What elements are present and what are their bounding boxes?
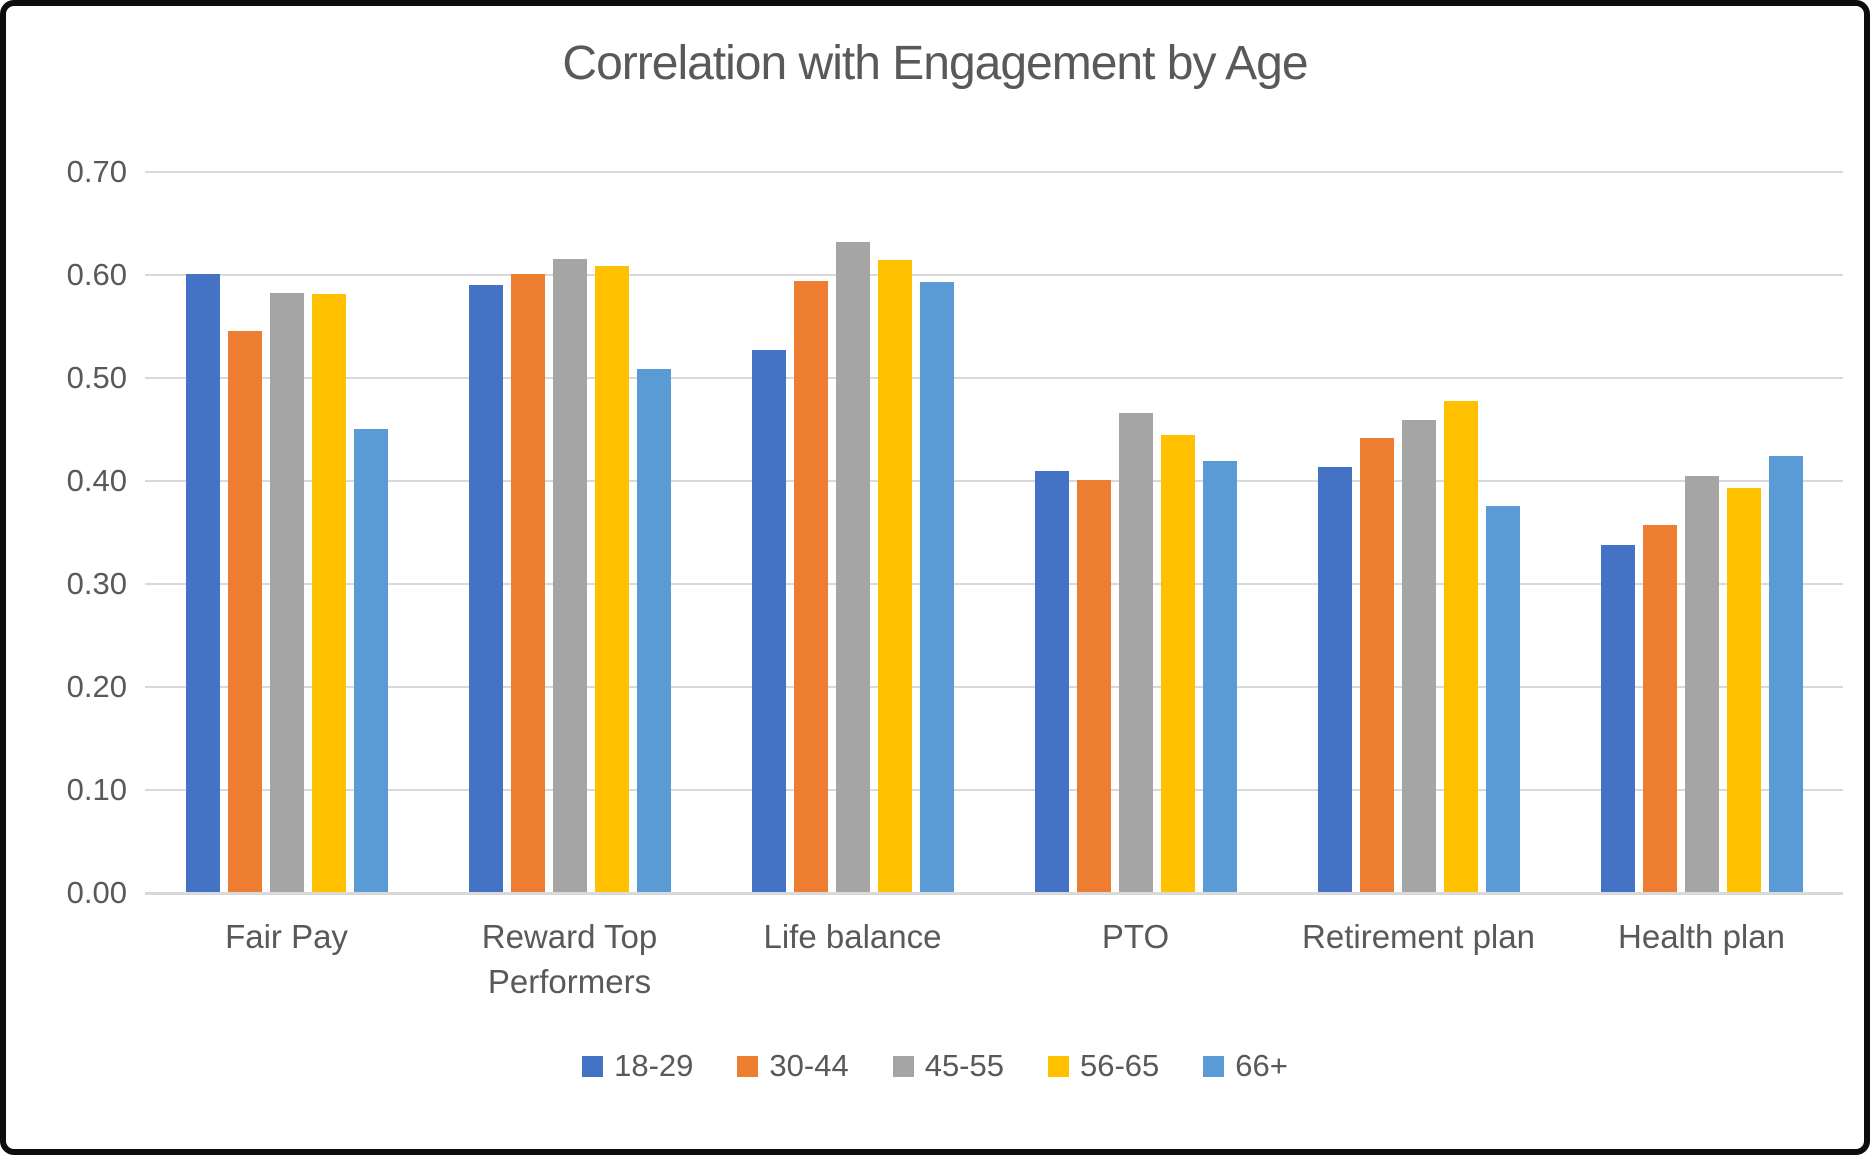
bar-30-44-pto [1076,480,1111,893]
y-tick-label: 0.40 [66,463,127,498]
y-tick-label: 0.60 [66,257,127,292]
y-tick-label: 0.00 [66,875,127,910]
bar-66+-reward-top-performers [636,369,671,893]
bar-18-29-retirement-plan [1317,467,1352,893]
legend: 18-29 30-44 45-55 56-65 66+ [0,1048,1870,1084]
legend-item-45-55: 45-55 [892,1048,1004,1084]
y-tick-label: 0.70 [66,154,127,189]
gridline [145,171,1843,173]
x-category-label: Fair Pay [225,918,348,955]
bar-group-life-balance [751,172,954,893]
gridline [145,789,1843,791]
bar-66+-health-plan [1768,456,1803,893]
bar-18-29-fair-pay [185,274,220,893]
bar-30-44-fair-pay [227,331,262,893]
bar-45-55-reward-top-performers [552,259,587,893]
legend-item-30-44: 30-44 [737,1048,849,1084]
bar-45-55-life-balance [835,242,870,893]
bar-56-65-life-balance [877,260,912,893]
bar-group-retirement-plan [1317,172,1520,893]
bar-group-health-plan [1600,172,1803,893]
bar-45-55-retirement-plan [1401,420,1436,893]
bar-66+-life-balance [919,282,954,893]
gridline [145,686,1843,688]
bar-30-44-life-balance [793,281,828,893]
bar-group-fair-pay [185,172,388,893]
legend-item-18-29: 18-29 [582,1048,693,1084]
x-category-label: Retirement plan [1302,918,1535,955]
bar-30-44-health-plan [1642,525,1677,893]
legend-label: 56-65 [1080,1048,1160,1083]
bar-56-65-reward-top-performers [594,266,629,893]
gridline [145,583,1843,585]
bar-45-55-pto [1118,413,1153,893]
y-tick-label: 0.10 [66,772,127,807]
bar-45-55-health-plan [1684,476,1719,893]
chart-title: Correlation with Engagement by Age [562,37,1308,90]
bar-66+-retirement-plan [1485,506,1520,893]
legend-swatch-icon [1203,1055,1225,1077]
legend-label: 45-55 [924,1048,1004,1083]
bar-group-pto [1034,172,1237,893]
legend-swatch-icon [1048,1055,1069,1077]
bar-18-29-life-balance [751,350,786,893]
x-axis-line [145,892,1843,895]
bar-66+-pto [1202,461,1237,893]
y-tick-label: 0.30 [66,566,127,601]
bar-56-65-health-plan [1726,488,1761,893]
bar-30-44-retirement-plan [1359,438,1394,893]
x-category-label: Reward Top Performers [481,918,658,1000]
bar-group-reward-top-performers [468,172,671,893]
legend-label: 30-44 [769,1048,849,1083]
legend-label: 66+ [1235,1048,1288,1083]
x-category-label: Health plan [1618,918,1785,955]
gridline [145,274,1843,276]
legend-item-56-65: 56-65 [1048,1048,1159,1084]
legend-item-66+: 66+ [1203,1048,1288,1084]
x-category-label: Life balance [763,918,942,955]
legend-label: 18-29 [614,1048,694,1083]
bar-30-44-reward-top-performers [510,274,545,893]
legend-swatch-icon [582,1055,604,1077]
bar-56-65-fair-pay [311,294,346,893]
x-category-label: PTO [1101,918,1170,955]
bar-18-29-health-plan [1600,545,1635,893]
bar-56-65-retirement-plan [1443,401,1478,893]
y-tick-label: 0.50 [66,360,127,395]
legend-swatch-icon [737,1055,759,1077]
legend-swatch-icon [892,1055,914,1077]
gridline [145,480,1843,482]
bar-66+-fair-pay [353,429,388,893]
bar-18-29-reward-top-performers [468,285,503,893]
bar-45-55-fair-pay [269,293,304,893]
gridline [145,377,1843,379]
y-tick-label: 0.20 [66,669,127,704]
bar-18-29-pto [1034,471,1069,893]
bar-56-65-pto [1160,435,1195,893]
